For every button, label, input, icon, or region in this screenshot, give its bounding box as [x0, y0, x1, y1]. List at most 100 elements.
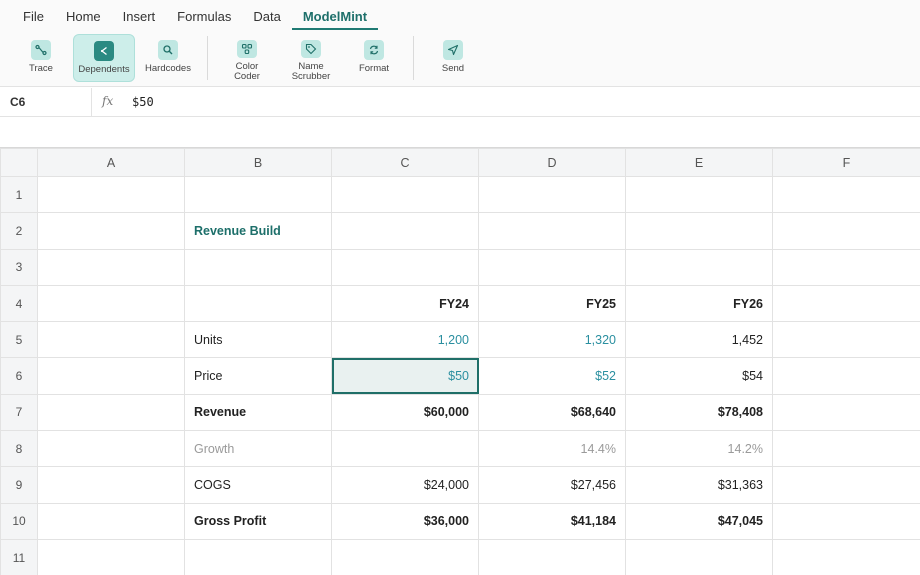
column-header[interactable]: D — [478, 148, 626, 177]
row-header[interactable]: 6 — [0, 357, 38, 395]
cell[interactable] — [772, 284, 920, 323]
cell[interactable] — [625, 212, 773, 250]
row-label-cell[interactable]: Units — [184, 321, 332, 359]
dependents-button[interactable]: Dependents — [73, 34, 135, 82]
cell[interactable] — [37, 430, 185, 468]
cell[interactable] — [331, 175, 479, 214]
cell[interactable] — [625, 248, 773, 286]
cell[interactable] — [331, 430, 479, 468]
cell[interactable] — [772, 212, 920, 250]
cell[interactable] — [37, 357, 185, 395]
cell[interactable] — [37, 538, 185, 575]
cell[interactable] — [478, 248, 626, 286]
name-scrubber-button[interactable]: Name Scrubber — [283, 34, 339, 82]
cell[interactable] — [772, 393, 920, 432]
cell[interactable] — [331, 538, 479, 575]
column-header[interactable]: A — [37, 148, 185, 177]
cell[interactable]: $68,640 — [478, 393, 626, 432]
input-cell[interactable]: $52 — [478, 357, 626, 395]
cell[interactable] — [331, 248, 479, 286]
tab-modelmint[interactable]: ModelMint — [291, 0, 379, 32]
cell[interactable] — [37, 175, 185, 214]
row-header[interactable]: 8 — [0, 430, 38, 468]
tab-data[interactable]: Data — [253, 9, 281, 24]
cell[interactable] — [184, 175, 332, 214]
cell[interactable] — [772, 175, 920, 214]
cell[interactable]: $54 — [625, 357, 773, 395]
row-label-cell[interactable]: Price — [184, 357, 332, 395]
row-header[interactable]: 10 — [0, 502, 38, 540]
cell[interactable] — [37, 212, 185, 250]
year-header-cell[interactable]: FY25 — [478, 284, 626, 323]
color-coder-button[interactable]: Color Coder — [222, 34, 272, 82]
cell[interactable] — [331, 212, 479, 250]
cell[interactable] — [37, 393, 185, 432]
row-header[interactable]: 11 — [0, 538, 38, 575]
cell[interactable] — [37, 321, 185, 359]
cell[interactable] — [478, 212, 626, 250]
cell[interactable] — [37, 502, 185, 540]
row-label-cell[interactable]: COGS — [184, 466, 332, 504]
row-header[interactable]: 5 — [0, 321, 38, 359]
fx-icon: fx — [102, 94, 114, 108]
cell[interactable] — [625, 538, 773, 575]
row-header[interactable]: 7 — [0, 393, 38, 432]
cell[interactable]: $47,045 — [625, 502, 773, 540]
cell[interactable] — [625, 175, 773, 214]
row-header[interactable]: 2 — [0, 212, 38, 250]
name-box[interactable]: C6 — [0, 88, 92, 117]
cell[interactable] — [772, 502, 920, 540]
cell[interactable] — [478, 538, 626, 575]
cell[interactable] — [37, 248, 185, 286]
row-header[interactable]: 4 — [0, 284, 38, 323]
cell[interactable]: $78,408 — [625, 393, 773, 432]
column-header[interactable]: F — [772, 148, 920, 177]
cell[interactable] — [772, 321, 920, 359]
selected-cell[interactable]: $50 — [331, 357, 479, 395]
column-header[interactable]: B — [184, 148, 332, 177]
cell[interactable] — [184, 538, 332, 575]
row-label-cell[interactable]: Revenue — [184, 393, 332, 432]
cell[interactable]: $31,363 — [625, 466, 773, 504]
tab-home[interactable]: Home — [65, 9, 101, 24]
trace-button[interactable]: Trace — [18, 34, 64, 82]
section-title-cell[interactable]: Revenue Build — [184, 212, 332, 250]
cell[interactable] — [37, 466, 185, 504]
input-cell[interactable]: 1,200 — [331, 321, 479, 359]
row-label-cell[interactable]: Growth — [184, 430, 332, 468]
year-header-cell[interactable]: FY26 — [625, 284, 773, 323]
formula-input[interactable]: $50 — [132, 95, 154, 109]
cell[interactable]: $36,000 — [331, 502, 479, 540]
year-header-cell[interactable]: FY24 — [331, 284, 479, 323]
row-header[interactable]: 3 — [0, 248, 38, 286]
tab-file[interactable]: File — [23, 9, 44, 24]
tab-insert[interactable]: Insert — [122, 9, 156, 24]
column-header[interactable]: C — [331, 148, 479, 177]
cell[interactable]: $24,000 — [331, 466, 479, 504]
input-cell[interactable]: 1,320 — [478, 321, 626, 359]
row-header[interactable]: 1 — [0, 175, 38, 214]
hardcodes-button[interactable]: Hardcodes — [140, 34, 196, 82]
cell[interactable] — [772, 430, 920, 468]
cell[interactable] — [772, 466, 920, 504]
cell[interactable]: $27,456 — [478, 466, 626, 504]
cell[interactable]: 1,452 — [625, 321, 773, 359]
format-button[interactable]: Format — [350, 34, 398, 82]
cell[interactable]: 14.4% — [478, 430, 626, 468]
cell[interactable] — [772, 538, 920, 575]
send-button[interactable]: Send — [430, 34, 476, 82]
row-label-cell[interactable]: Gross Profit — [184, 502, 332, 540]
cell[interactable] — [184, 284, 332, 323]
cell[interactable]: $60,000 — [331, 393, 479, 432]
cell[interactable] — [184, 248, 332, 286]
cell[interactable] — [37, 284, 185, 323]
cell[interactable] — [478, 175, 626, 214]
select-all-corner[interactable] — [0, 148, 38, 177]
tab-formulas[interactable]: Formulas — [177, 9, 232, 24]
cell[interactable]: 14.2% — [625, 430, 773, 468]
column-header[interactable]: E — [625, 148, 773, 177]
cell[interactable] — [772, 357, 920, 395]
cell[interactable] — [772, 248, 920, 286]
cell[interactable]: $41,184 — [478, 502, 626, 540]
row-header[interactable]: 9 — [0, 466, 38, 504]
